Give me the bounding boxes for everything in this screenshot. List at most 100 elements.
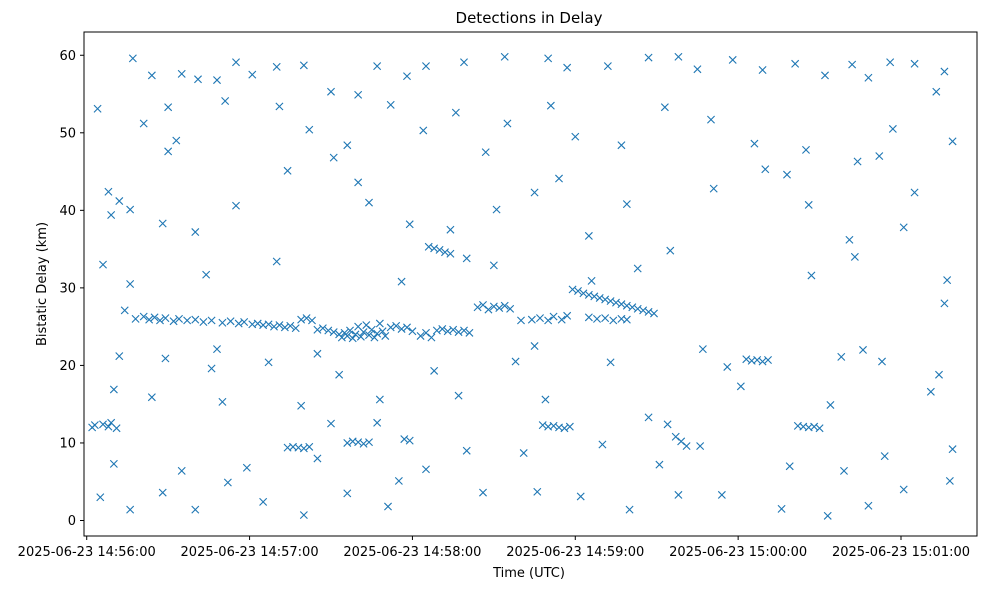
data-point	[446, 225, 455, 234]
data-point	[560, 424, 569, 433]
data-point	[386, 100, 395, 109]
data-point	[606, 358, 615, 367]
data-point	[126, 205, 135, 214]
data-point	[416, 331, 425, 340]
y-tick-label: 20	[59, 359, 76, 374]
data-point	[343, 489, 352, 498]
data-point	[435, 245, 444, 254]
data-point	[541, 395, 550, 404]
data-point	[544, 54, 553, 63]
data-point	[603, 62, 612, 71]
data-point	[859, 345, 867, 354]
data-point	[783, 170, 791, 179]
data-point	[484, 305, 493, 314]
data-point	[291, 324, 300, 333]
data-point	[612, 298, 620, 307]
data-point	[544, 316, 553, 325]
data-point	[576, 492, 585, 501]
data-point	[145, 315, 154, 324]
data-point	[948, 445, 957, 454]
data-point	[430, 244, 439, 253]
data-point	[120, 306, 129, 315]
data-point	[397, 324, 406, 333]
data-point	[606, 297, 615, 306]
chart-title: Detections in Delay	[456, 9, 603, 27]
data-point	[563, 63, 572, 72]
data-point	[850, 252, 859, 261]
data-point	[313, 349, 322, 358]
data-point	[886, 58, 895, 67]
data-point	[821, 71, 829, 80]
data-point	[270, 322, 278, 331]
data-points	[88, 52, 957, 520]
data-point	[802, 145, 810, 154]
data-point	[161, 314, 170, 323]
data-point	[495, 304, 504, 313]
data-point	[723, 362, 732, 371]
data-point	[177, 69, 186, 78]
y-tick-label: 30	[59, 281, 76, 296]
data-point	[351, 330, 360, 339]
data-point	[408, 327, 417, 336]
data-point	[764, 355, 772, 364]
data-point	[441, 248, 449, 257]
data-point	[503, 119, 512, 128]
data-point	[617, 141, 626, 150]
y-tick-label: 60	[59, 49, 76, 64]
data-point	[240, 318, 249, 326]
data-point	[500, 52, 509, 61]
data-point	[343, 438, 352, 447]
data-point	[147, 71, 156, 80]
data-point	[164, 103, 173, 112]
data-point	[115, 197, 124, 206]
data-point	[549, 312, 558, 321]
x-tick-label: 2025-06-23 15:01:00	[832, 545, 970, 560]
data-point	[492, 205, 501, 214]
data-point	[622, 301, 631, 310]
data-point	[880, 452, 889, 461]
data-point	[707, 115, 715, 124]
data-point	[527, 315, 536, 324]
data-point	[283, 166, 292, 175]
data-point	[386, 323, 395, 332]
data-point	[375, 319, 384, 328]
data-point	[533, 487, 542, 496]
data-point	[191, 505, 200, 514]
data-point	[840, 466, 848, 475]
data-point	[910, 188, 919, 197]
data-point	[449, 325, 458, 334]
data-point	[299, 511, 308, 520]
data-point	[191, 315, 200, 324]
data-point	[99, 260, 107, 269]
data-point	[356, 332, 365, 341]
data-point	[177, 466, 186, 475]
data-point	[791, 59, 800, 68]
data-point	[639, 306, 648, 315]
data-point	[519, 449, 528, 458]
data-point	[462, 446, 471, 455]
data-point	[242, 463, 251, 472]
data-point	[226, 317, 235, 326]
data-point	[696, 442, 705, 451]
data-point	[175, 314, 183, 323]
data-point	[348, 334, 357, 343]
data-point	[432, 326, 441, 335]
data-point	[536, 314, 544, 323]
data-point	[403, 72, 411, 81]
data-point	[736, 382, 745, 391]
data-point	[462, 254, 471, 263]
data-point	[104, 187, 113, 196]
data-point	[864, 501, 873, 510]
data-point	[354, 90, 363, 99]
data-point	[940, 299, 949, 308]
data-point	[940, 67, 949, 76]
data-point	[161, 354, 170, 363]
data-point	[481, 148, 490, 157]
data-point	[158, 488, 167, 497]
data-point	[815, 424, 824, 433]
data-point	[248, 70, 257, 79]
data-point	[112, 424, 121, 433]
data-point	[875, 152, 884, 161]
data-point	[932, 87, 941, 96]
